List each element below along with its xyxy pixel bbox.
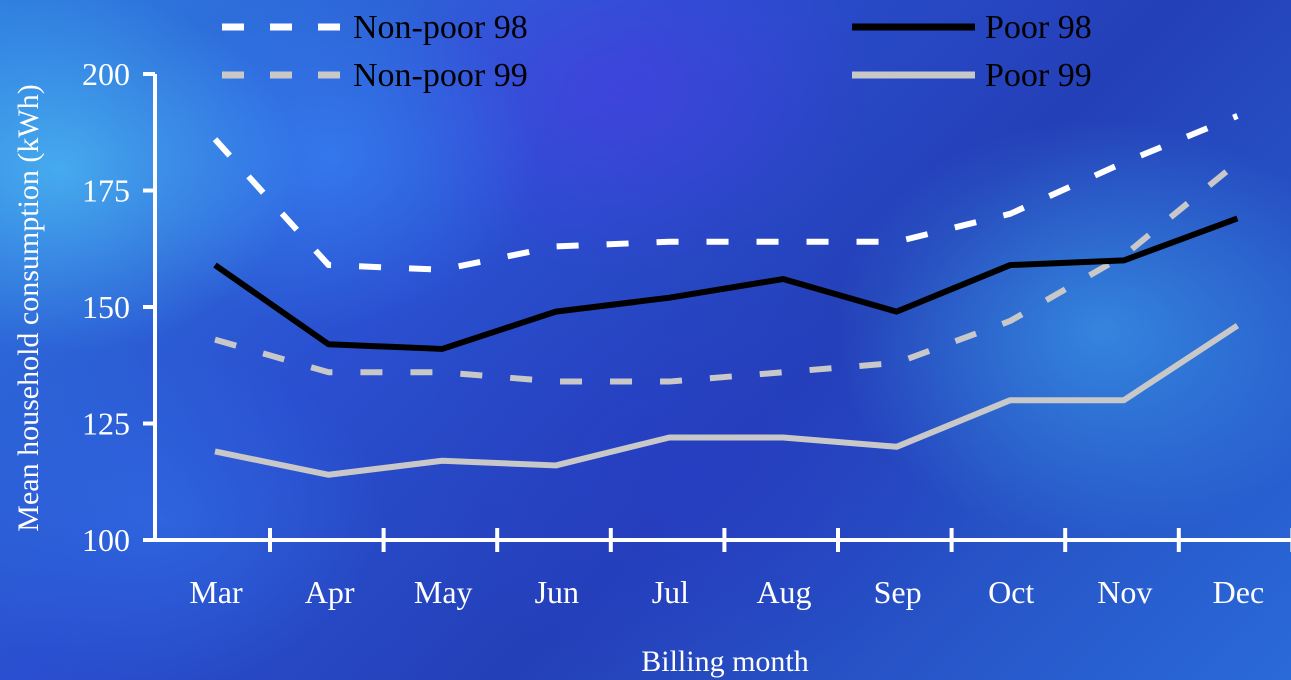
point-poor-98-mar (212, 262, 218, 268)
y-tick-label-150: 150 (82, 289, 130, 325)
y-tick-label-175: 175 (82, 173, 130, 209)
series-line-poor-99 (214, 323, 1240, 478)
point-poor-98-aug (780, 276, 786, 282)
point-poor-98-dec (1234, 215, 1240, 221)
point-non-poor-98-apr (326, 262, 332, 268)
x-tick-label-mar: Mar (189, 574, 243, 610)
point-poor-99-sep (894, 444, 900, 450)
point-non-poor-99-jul (666, 379, 672, 385)
series-line-poor-98 (213, 215, 1239, 352)
point-poor-99-oct (1007, 397, 1013, 403)
y-axis-title: Mean household consumption (kWh) (12, 84, 45, 531)
legend-label-non-poor-98: Non-poor 98 (353, 9, 528, 46)
point-non-poor-98-may (439, 267, 445, 273)
x-tick-label-jul: Jul (652, 574, 689, 610)
legend-label-non-poor-99: Non-poor 99 (353, 57, 528, 94)
legend-label-poor-98: Poor 98 (985, 9, 1092, 46)
point-non-poor-98-jul (666, 239, 672, 245)
point-non-poor-98-aug (780, 239, 786, 245)
legend-label-poor-99: Poor 99 (985, 57, 1092, 94)
point-poor-98-jul (666, 295, 672, 301)
point-non-poor-99-dec (1234, 160, 1240, 166)
point-poor-99-mar (212, 448, 218, 454)
x-tick-label-apr: Apr (305, 574, 355, 610)
point-non-poor-98-jun (553, 243, 559, 249)
x-tick-label-oct: Oct (988, 574, 1034, 610)
x-tick-label-sep: Sep (874, 574, 922, 610)
series-line-non-poor-98 (212, 113, 1239, 273)
point-poor-98-apr (326, 341, 332, 347)
x-tick-label-nov: Nov (1097, 574, 1152, 610)
point-non-poor-99-apr (326, 369, 332, 375)
point-poor-99-jul (666, 434, 672, 440)
point-non-poor-99-sep (894, 360, 900, 366)
point-non-poor-98-oct (1007, 211, 1013, 217)
y-tick-label-125: 125 (82, 406, 130, 442)
y-tick-label-200: 200 (82, 56, 130, 92)
point-poor-99-jun (553, 462, 559, 468)
x-tick-label-dec: Dec (1213, 574, 1265, 610)
point-poor-98-jun (553, 309, 559, 315)
y-tick-label-100: 100 (82, 522, 130, 558)
point-poor-99-dec (1234, 323, 1240, 329)
point-poor-99-apr (326, 472, 332, 478)
point-non-poor-99-mar (212, 337, 218, 343)
point-non-poor-99-aug (780, 369, 786, 375)
legend: Non-poor 98 Non-poor 99 Poor 98 Poor 99 (222, 9, 1092, 94)
x-tick-label-may: May (414, 574, 473, 610)
x-tick-label-jun: Jun (535, 574, 579, 610)
point-poor-99-aug (780, 434, 786, 440)
series-layer (212, 113, 1240, 478)
point-non-poor-98-mar (212, 136, 218, 142)
x-ticks: Mar Apr May Jun Jul Aug Sep Oct Nov Dec (189, 528, 1291, 610)
point-non-poor-98-nov (1121, 160, 1127, 166)
point-poor-99-may (439, 458, 445, 464)
y-ticks: 100 125 150 175 200 (82, 56, 155, 558)
point-poor-98-oct (1007, 262, 1013, 268)
point-poor-99-nov (1121, 397, 1127, 403)
point-poor-98-sep (894, 309, 900, 315)
point-poor-98-may (439, 346, 445, 352)
point-non-poor-98-sep (894, 239, 900, 245)
point-non-poor-99-jun (553, 379, 559, 385)
x-axis-title: Billing month (641, 645, 809, 678)
point-non-poor-98-dec (1234, 113, 1240, 119)
x-tick-label-aug: Aug (756, 574, 811, 610)
series-line-non-poor-99 (214, 160, 1240, 385)
point-non-poor-99-may (439, 369, 445, 375)
point-non-poor-99-oct (1007, 318, 1013, 324)
point-poor-98-nov (1121, 257, 1127, 263)
